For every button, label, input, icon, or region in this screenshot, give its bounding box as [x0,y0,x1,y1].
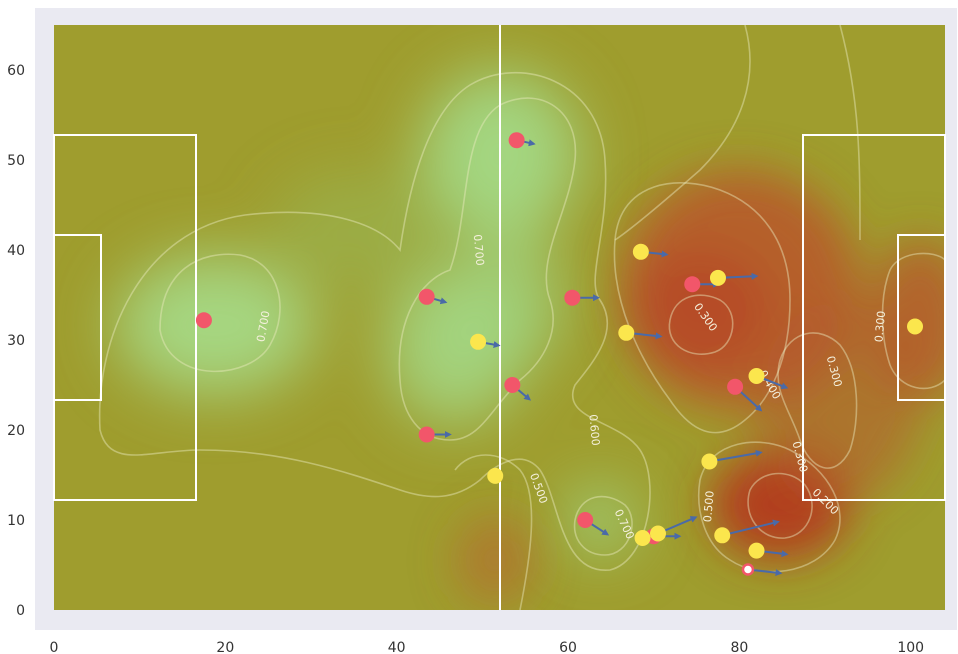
contour-label: 0.600 [586,414,602,447]
contour-upper-right-2 [839,25,861,241]
contour-red-1 [613,182,791,434]
right-goal-area [897,234,946,401]
contour-red-5 [777,332,858,469]
yellow-player-marker [714,527,731,544]
y-tick-label: 40 [7,243,25,259]
yellow-player-marker [632,243,649,260]
red-player-marker [564,289,581,306]
yellow-player-marker [634,530,651,546]
yellow-player-marker [748,542,765,559]
ball-marker [741,563,755,576]
red-player-marker [577,512,594,528]
left-goal-area [53,234,102,401]
contour-bottom-inner [573,495,633,556]
red-player-marker [508,132,525,149]
contour-label: 0.700 [471,234,487,267]
yellow-player-marker [649,525,666,542]
contour-red-4 [747,472,813,539]
yellow-player-marker [701,453,718,470]
contour-bottom-mid [454,454,533,610]
contour-label: 0.500 [701,490,717,523]
yellow-player-marker [618,324,635,341]
y-tick-label: 10 [7,513,25,529]
x-axis-ticks: 0 20 40 60 80 100 [50,640,925,654]
red-player-marker [504,377,521,393]
y-tick-label: 60 [7,63,25,79]
yellow-player-marker [487,467,504,484]
y-tick-label: 20 [7,423,25,439]
yellow-player-marker [709,269,726,286]
x-tick-label: 20 [216,640,234,654]
contour-middle [398,97,577,441]
pitch-markings [53,25,946,610]
y-tick-label: 30 [7,333,25,349]
yellow-player-marker [470,333,487,350]
contour-label: 0.700 [254,310,272,343]
y-tick-label: 50 [7,153,25,169]
red-regions [455,170,945,605]
player-markers [195,132,924,576]
pitch-control-heatmap [54,25,945,610]
red-player-marker [195,312,212,329]
x-tick-label: 80 [730,640,748,654]
contour-upper-right [614,25,751,241]
red-player-marker [684,276,701,293]
yellow-player-marker [907,318,924,335]
y-tick-label: 0 [16,603,25,619]
contour-outer [98,71,651,571]
velocity-arrow [709,449,763,463]
x-tick-label: 100 [897,640,924,654]
red-player-marker [418,288,435,305]
contour-label: 0.300 [872,310,888,343]
contour-left-inner [159,253,281,373]
contour-red-3 [698,441,841,573]
contour-red-6 [881,252,945,390]
x-tick-label: 40 [388,640,406,654]
contour-lines [98,25,945,610]
red-player-marker [727,378,744,395]
x-tick-label: 60 [559,640,577,654]
x-tick-label: 0 [50,640,59,654]
contour-red-2 [668,294,734,355]
velocity-arrow [722,519,780,537]
yellow-player-marker [748,368,765,384]
green-regions [115,70,635,555]
y-axis-ticks: 0 10 20 30 40 50 60 [7,63,25,619]
red-player-marker [418,426,435,443]
